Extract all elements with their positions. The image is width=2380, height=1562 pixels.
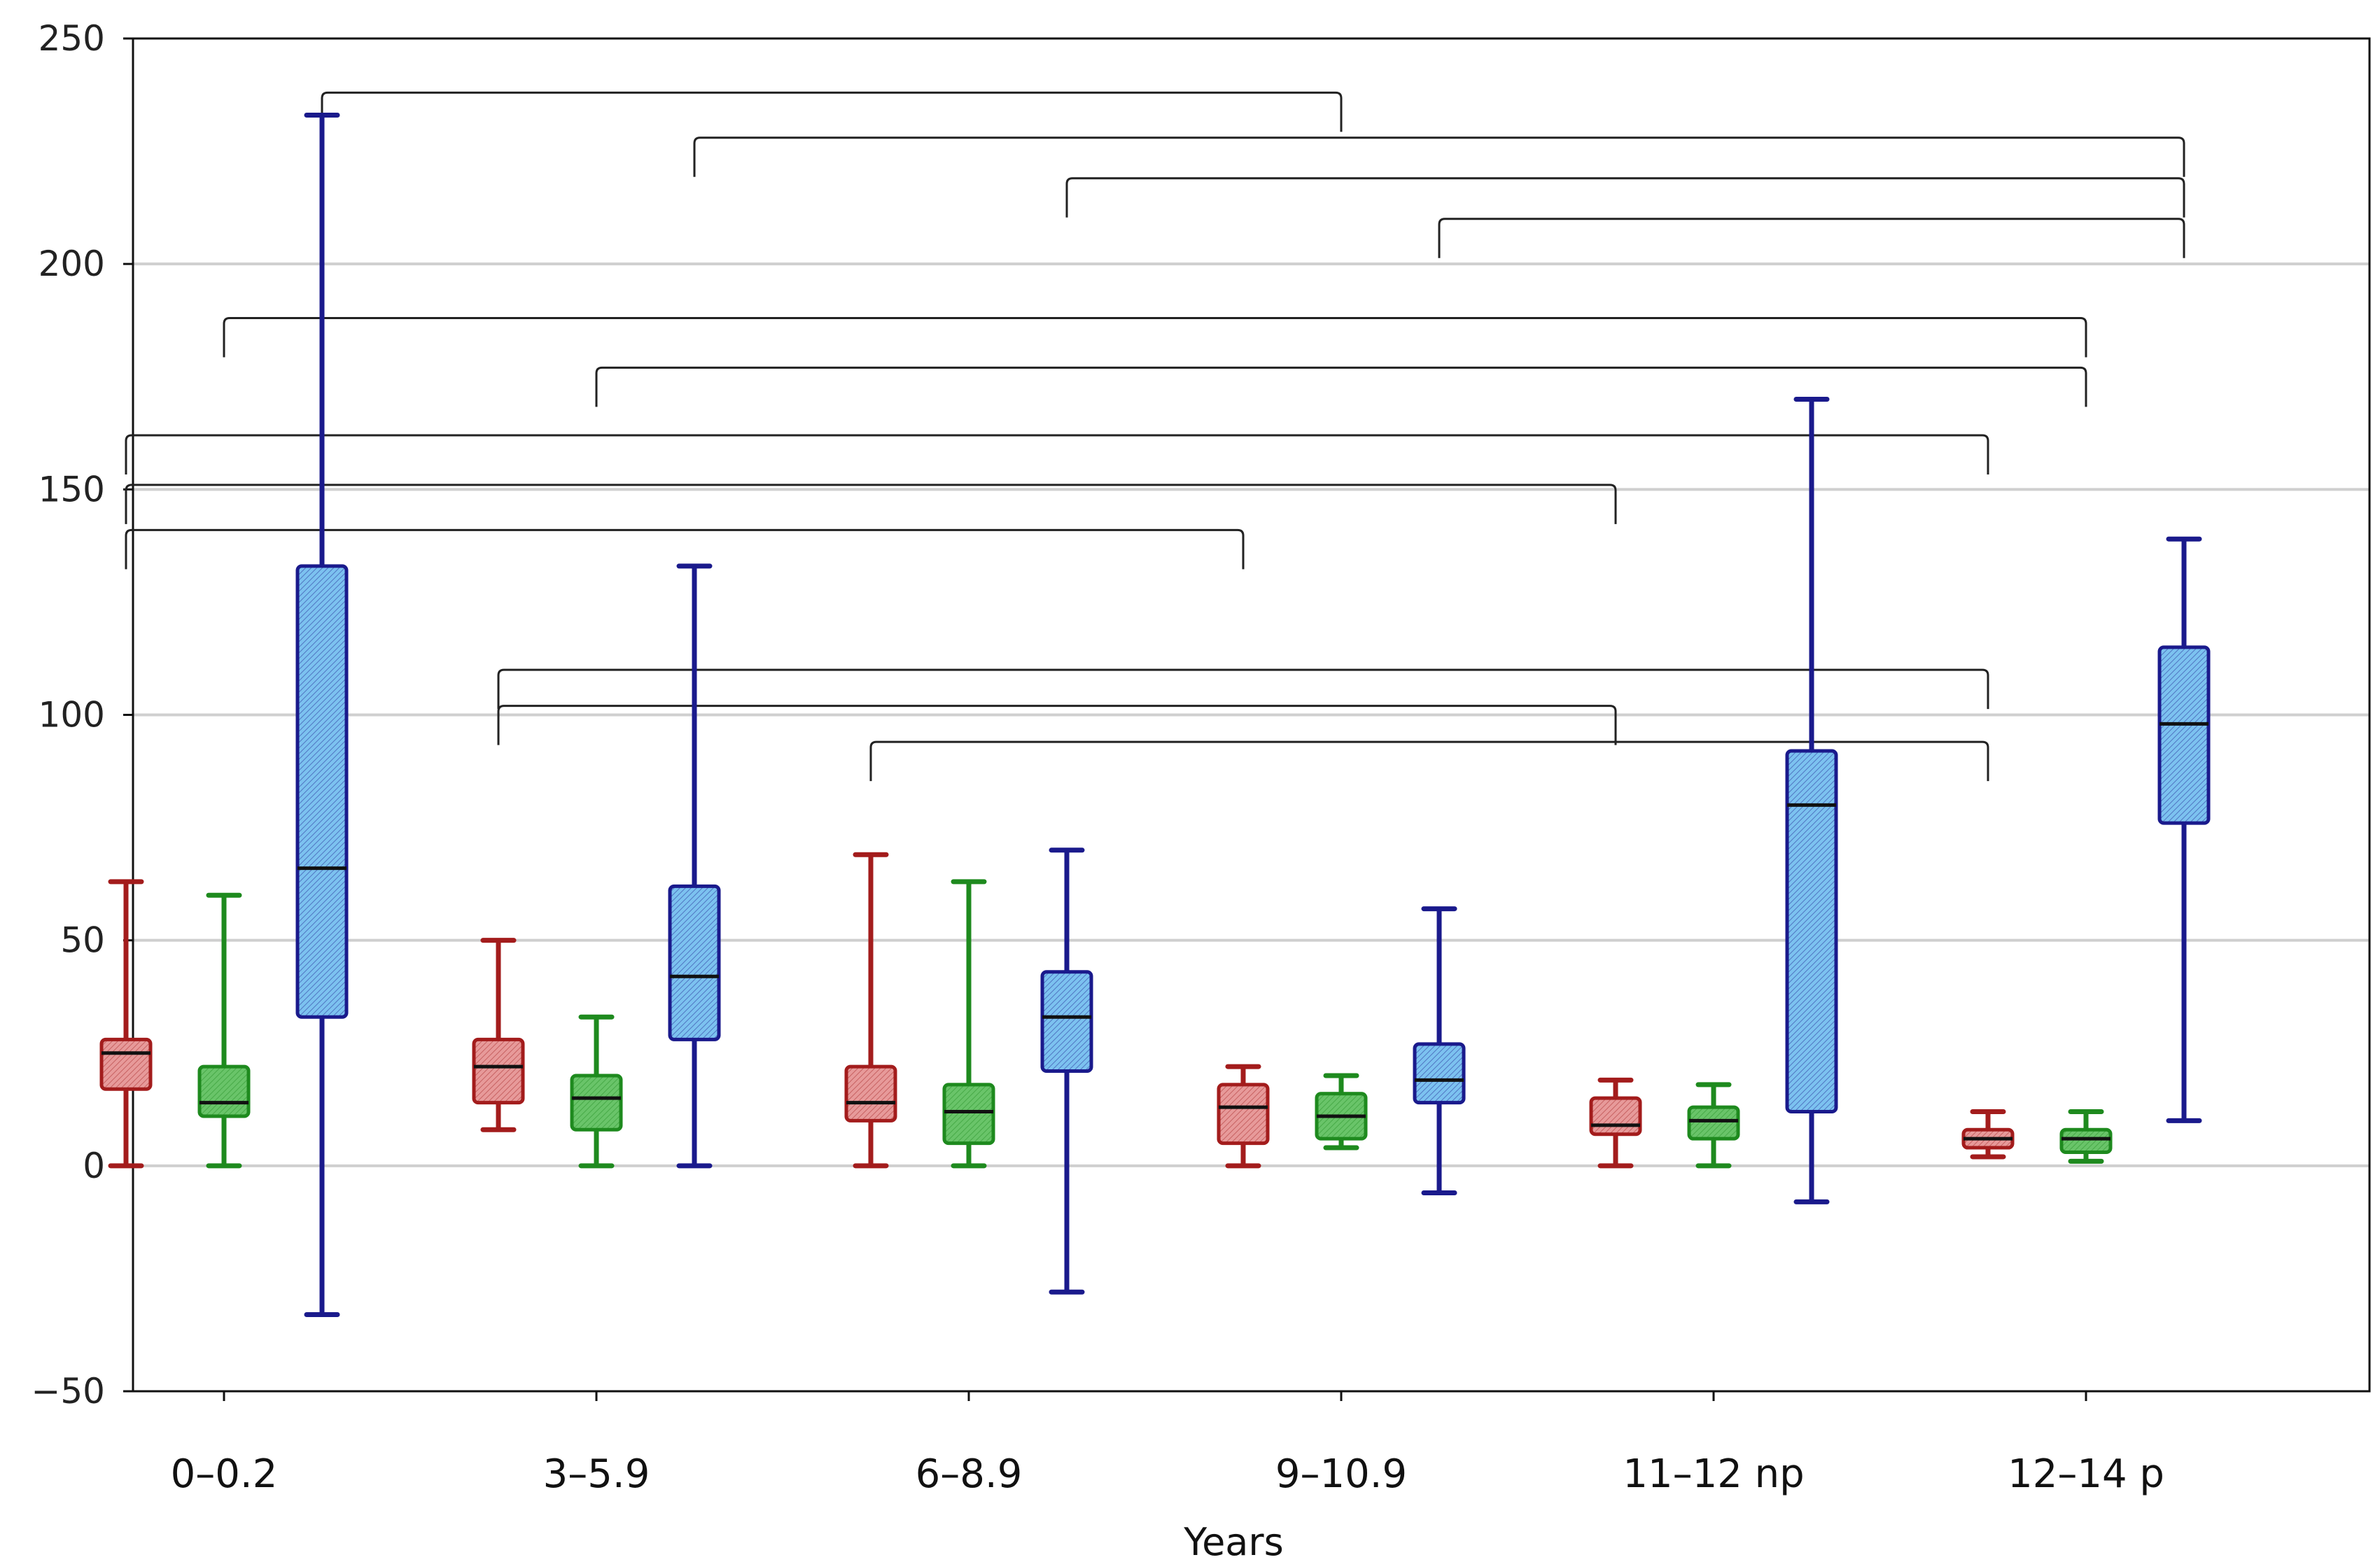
- box-plot: [1687, 1082, 1740, 1169]
- x-tick-label: 0–0.2: [171, 1451, 278, 1497]
- box-plot: [1040, 847, 1093, 1295]
- box-plot: [472, 938, 525, 1132]
- x-axis: 0–0.2 3–5.9 6–8.9 9–10.9 11–12 np 12–14 p: [171, 1391, 2164, 1497]
- box: [844, 1064, 897, 1123]
- y-tick-label: 50: [60, 920, 105, 961]
- box-plot: [570, 1014, 623, 1169]
- significance-brackets: [125, 91, 2185, 782]
- box: [1040, 970, 1093, 1074]
- significance-bracket: [497, 705, 1617, 745]
- y-tick-label: 100: [38, 695, 105, 736]
- significance-bracket: [869, 740, 1989, 782]
- gridlines: [133, 262, 2370, 1167]
- series-2: [197, 879, 2113, 1169]
- box-plot: [295, 113, 349, 1317]
- box-plot: [942, 879, 995, 1169]
- series-3: [295, 113, 2211, 1317]
- box-plot: [1785, 396, 1838, 1204]
- x-tick-label: 6–8.9: [916, 1451, 1023, 1497]
- box-plot: [668, 563, 721, 1169]
- box: [1785, 749, 1838, 1114]
- box: [942, 1083, 995, 1146]
- box: [668, 884, 721, 1041]
- significance-bracket: [1438, 218, 2185, 258]
- box-plot: [2059, 1109, 2113, 1164]
- significance-bracket: [1065, 177, 2185, 218]
- box: [2157, 645, 2211, 825]
- box-series: [99, 113, 2211, 1317]
- box: [1413, 1042, 1466, 1105]
- significance-bracket: [321, 91, 1343, 132]
- y-tick-label: 150: [38, 469, 105, 509]
- box: [1589, 1096, 1642, 1137]
- box-plot: [1315, 1073, 1368, 1151]
- box-plot: [1589, 1077, 1642, 1169]
- box: [1687, 1105, 1740, 1141]
- x-tick-label: 3–5.9: [543, 1451, 650, 1497]
- y-tick-label: 0: [83, 1146, 105, 1186]
- significance-bracket: [595, 366, 2087, 407]
- significance-bracket: [497, 668, 1989, 710]
- significance-bracket: [693, 136, 2185, 177]
- box-plot: [844, 852, 897, 1169]
- box: [99, 1037, 153, 1091]
- box-plot: [1217, 1064, 1270, 1169]
- significance-bracket: [125, 528, 1245, 570]
- box-plot: [99, 879, 153, 1169]
- y-tick-label: 250: [38, 18, 105, 59]
- box: [2059, 1127, 2113, 1155]
- x-axis-title: Years: [1183, 1520, 1283, 1562]
- box-plot: [2157, 536, 2211, 1123]
- significance-bracket: [223, 316, 2087, 358]
- significance-bracket: [125, 484, 1617, 524]
- y-axis: −50 0 50 100 150 200 250: [31, 18, 133, 1412]
- box: [197, 1064, 251, 1118]
- box: [570, 1074, 623, 1132]
- box: [295, 564, 349, 1019]
- box-plot: [1413, 906, 1466, 1195]
- box: [472, 1037, 525, 1105]
- x-tick-label: 9–10.9: [1275, 1451, 1407, 1497]
- x-tick-label: 11–12 np: [1623, 1451, 1804, 1497]
- significance-bracket: [125, 434, 1989, 475]
- y-tick-label: −50: [31, 1371, 105, 1412]
- series-1: [99, 852, 2015, 1169]
- x-tick-label: 12–14 p: [2008, 1451, 2164, 1497]
- y-tick-label: 200: [38, 244, 105, 284]
- box-plot: [197, 892, 251, 1169]
- box: [1217, 1083, 1270, 1146]
- box-plot: [1961, 1109, 2015, 1160]
